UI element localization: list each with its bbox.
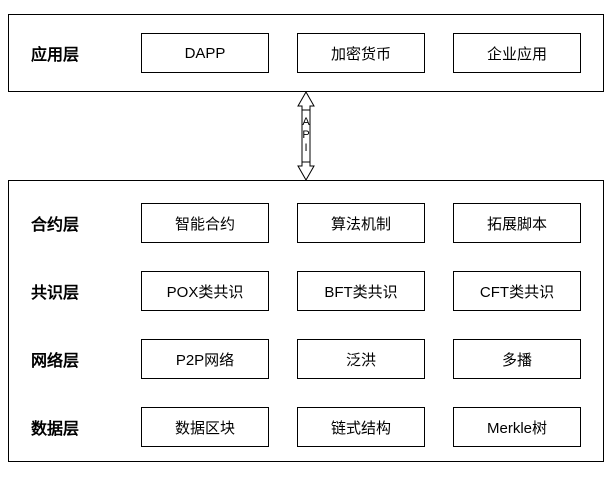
item-box: 智能合约 (141, 203, 269, 243)
item-box: DAPP (141, 33, 269, 73)
core-layers-group: 合约层 智能合约 算法机制 拓展脚本 共识层 POX类共识 BFT类共识 CFT… (8, 180, 604, 462)
layer-items: P2P网络 泛洪 多播 (131, 339, 591, 379)
layer-label: 应用层 (21, 41, 131, 65)
consensus-layer-row: 共识层 POX类共识 BFT类共识 CFT类共识 (21, 257, 591, 325)
network-layer-row: 网络层 P2P网络 泛洪 多播 (21, 325, 591, 393)
item-box: POX类共识 (141, 271, 269, 311)
item-box: 泛洪 (297, 339, 425, 379)
item-box: BFT类共识 (297, 271, 425, 311)
layer-items: POX类共识 BFT类共识 CFT类共识 (131, 271, 591, 311)
layer-label: 共识层 (21, 279, 131, 303)
item-box: 多播 (453, 339, 581, 379)
item-box: 算法机制 (297, 203, 425, 243)
data-layer-row: 数据层 数据区块 链式结构 Merkle树 (21, 393, 591, 461)
svg-text:A: A (302, 116, 310, 128)
item-box: 链式结构 (297, 407, 425, 447)
layer-items: 智能合约 算法机制 拓展脚本 (131, 203, 591, 243)
item-box: CFT类共识 (453, 271, 581, 311)
layer-items: 数据区块 链式结构 Merkle树 (131, 407, 591, 447)
contract-layer-row: 合约层 智能合约 算法机制 拓展脚本 (21, 189, 591, 257)
item-box: 加密货币 (297, 33, 425, 73)
layer-label: 网络层 (21, 347, 131, 371)
item-box: 企业应用 (453, 33, 581, 73)
api-connector: A P I (8, 92, 604, 180)
layer-label: 数据层 (21, 415, 131, 439)
double-arrow-icon: A P I (286, 92, 326, 180)
layer-items: DAPP 加密货币 企业应用 (131, 33, 591, 73)
svg-text:P: P (302, 129, 309, 141)
item-box: 数据区块 (141, 407, 269, 447)
svg-text:I: I (304, 142, 307, 154)
item-box: Merkle树 (453, 407, 581, 447)
item-box: 拓展脚本 (453, 203, 581, 243)
layer-label: 合约层 (21, 211, 131, 235)
application-layer-group: 应用层 DAPP 加密货币 企业应用 (8, 14, 604, 92)
item-box: P2P网络 (141, 339, 269, 379)
